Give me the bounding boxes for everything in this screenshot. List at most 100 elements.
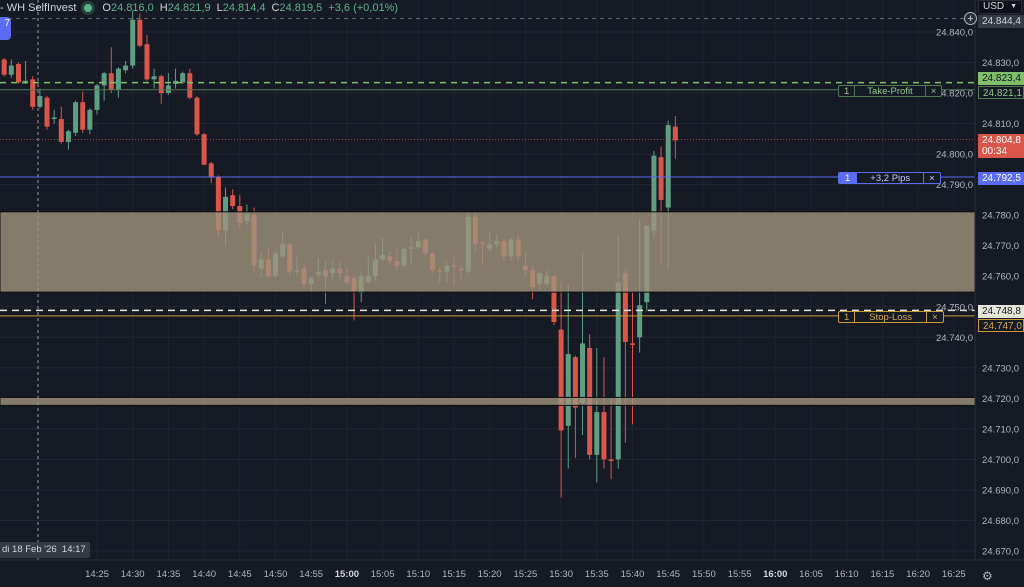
price-tick-label: 24.700,0 xyxy=(982,455,1019,466)
candle-down xyxy=(558,329,564,431)
candle-up xyxy=(123,65,129,71)
price-tick-label: 24.710,0 xyxy=(982,424,1019,435)
candle-down xyxy=(44,97,50,127)
candle-up xyxy=(65,131,71,142)
candle-down xyxy=(80,102,86,130)
bar-countdown: 00:34 xyxy=(982,146,1008,157)
candle-up xyxy=(594,412,600,455)
candle-up xyxy=(94,85,100,110)
indicator-badge[interactable]: 7 xyxy=(0,17,11,40)
candle-up xyxy=(115,68,121,91)
time-tick-label: 15:55 xyxy=(727,569,752,580)
candle-down xyxy=(144,44,150,80)
price-tick-label: 24.760,0 xyxy=(982,272,1019,283)
last-price-value: 24.804,8 xyxy=(982,135,1021,146)
candle-down xyxy=(1,59,7,75)
take-profit-close-icon[interactable]: × xyxy=(930,86,937,97)
price-tick-label: 24.800,0 xyxy=(936,150,973,161)
take-profit-price-label: 24.821,1 xyxy=(978,86,1024,99)
price-tick-label: 24.750,0 xyxy=(936,302,973,313)
take-profit-target-label: 24.823,4 xyxy=(978,72,1024,85)
time-tick-label: 16:00 xyxy=(763,569,788,580)
stop-loss-price-label: 24.747,0 xyxy=(978,319,1024,332)
time-tick-label: 15:50 xyxy=(692,569,716,580)
gear-icon[interactable]: ⚙ xyxy=(982,569,993,583)
time-tick-label: 15:45 xyxy=(656,569,681,580)
take-profit-label[interactable]: Take-Profit xyxy=(855,86,926,97)
candle-down xyxy=(630,343,635,345)
open-label: O xyxy=(102,2,111,14)
time-tick-label: 14:30 xyxy=(120,569,145,580)
candle-up xyxy=(51,117,57,120)
add-plus-icon[interactable]: + xyxy=(964,12,977,25)
candle-down xyxy=(58,119,64,142)
candle-down xyxy=(158,76,164,94)
price-tick-label: 24.680,0 xyxy=(982,516,1019,527)
time-tick-label: 16:20 xyxy=(906,569,930,580)
candle-up xyxy=(651,155,657,231)
candle-up xyxy=(130,19,136,66)
candle-down xyxy=(201,134,207,165)
time-tick-label: 15:30 xyxy=(549,569,573,580)
take-profit-order-tag[interactable]: 1 Take-Profit × xyxy=(838,85,943,97)
position-pnl[interactable]: +3,2 Pips xyxy=(857,173,925,184)
time-tick-label: 14:40 xyxy=(192,569,216,580)
time-tick-label: 14:55 xyxy=(299,569,324,580)
candle-down xyxy=(187,73,193,98)
time-tick-label: 14:25 xyxy=(85,569,109,580)
stop-loss-label[interactable]: Stop-Loss xyxy=(855,312,928,323)
price-zone xyxy=(0,211,976,293)
change-value: +3,6 (+0,01%) xyxy=(328,2,399,14)
price-zone xyxy=(0,396,976,406)
crosshair-price-label: 24.844,4 xyxy=(978,15,1024,28)
time-tick-label: 15:15 xyxy=(442,569,466,580)
price-tick-label: 24.810,0 xyxy=(982,119,1019,130)
candle-down xyxy=(15,64,21,83)
candle-down xyxy=(601,412,607,460)
symbol-name[interactable]: - WH SelfInvest xyxy=(0,2,77,14)
chevron-down-icon: ▼ xyxy=(1010,3,1017,10)
candle-down xyxy=(30,79,36,107)
time-tick-label: 15:05 xyxy=(370,569,395,580)
position-tag[interactable]: 1 +3,2 Pips × xyxy=(838,172,941,184)
price-tick-label: 24.830,0 xyxy=(982,58,1019,69)
price-tick-label: 24.780,0 xyxy=(982,211,1019,222)
low-label: L xyxy=(216,2,223,14)
price-tick-label: 24.730,0 xyxy=(982,363,1019,374)
time-tick-label: 16:10 xyxy=(834,569,859,580)
high-value: 24.821,9 xyxy=(167,2,211,14)
price-tick-label: 24.740,0 xyxy=(936,333,973,344)
candle-up xyxy=(37,96,43,107)
candle-down xyxy=(622,273,628,342)
order-lines xyxy=(0,0,975,560)
candle-down xyxy=(230,195,236,207)
time-tick-label: 16:15 xyxy=(870,569,895,580)
currency-dropdown[interactable]: USD ▼ xyxy=(978,0,1022,14)
last-price-label: 24.804,8 00:34 xyxy=(978,134,1024,158)
candle-down xyxy=(608,459,614,461)
stop-loss-close-icon[interactable]: × xyxy=(932,312,938,323)
position-close-icon[interactable]: × xyxy=(929,173,935,184)
stop-loss-qty: 1 xyxy=(839,312,856,323)
candle-up xyxy=(637,305,643,338)
candle-down xyxy=(208,163,214,178)
position-price-label: 24.792,5 xyxy=(978,172,1024,185)
price-axis[interactable]: 24.840,0 24.830,0 24.820,0 24.810,0 24.800,0… xyxy=(936,28,1019,558)
time-tick-label: 14:50 xyxy=(263,569,288,580)
close-value: 24.819,5 xyxy=(279,2,323,14)
stop-loss-order-tag[interactable]: 1 Stop-Loss × xyxy=(838,311,944,323)
candle-down xyxy=(137,19,143,46)
time-tick-label: 15:25 xyxy=(513,569,538,580)
candle-down xyxy=(672,126,678,141)
candle-down xyxy=(658,157,664,200)
time-tick-label: 15:20 xyxy=(477,569,502,580)
candle-up xyxy=(565,354,571,426)
price-tick-label: 24.670,0 xyxy=(982,547,1019,558)
stop-loss-trigger-label: 24.748,8 xyxy=(978,305,1024,318)
take-profit-qty: 1 xyxy=(839,86,856,97)
candle-down xyxy=(194,97,200,135)
high-label: H xyxy=(159,2,168,14)
close-label: C xyxy=(271,2,280,14)
currency-value: USD xyxy=(983,1,1005,12)
